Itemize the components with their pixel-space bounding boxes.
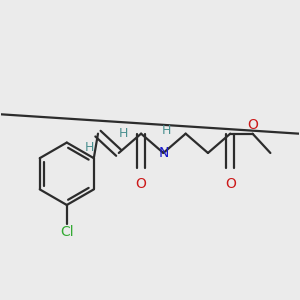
Text: H: H	[162, 124, 171, 137]
Text: H: H	[118, 127, 128, 140]
Text: O: O	[136, 177, 146, 191]
Text: Cl: Cl	[60, 225, 74, 239]
Text: O: O	[225, 177, 236, 191]
Text: H: H	[84, 140, 94, 154]
Text: N: N	[158, 146, 169, 160]
Text: O: O	[247, 118, 258, 132]
